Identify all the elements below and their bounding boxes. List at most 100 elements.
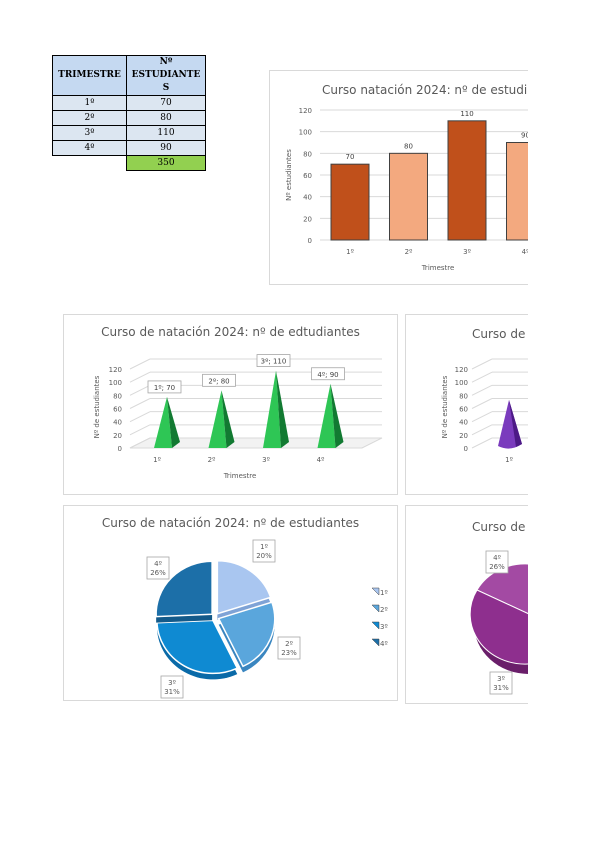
data-label: 70 — [346, 153, 355, 161]
x-axis-label: Trimestre — [421, 264, 455, 272]
data-label-category: 4º — [493, 554, 501, 562]
y-tick-label: 80 — [459, 392, 468, 400]
table-row: 2º 80 — [52, 110, 206, 126]
data-label-percent: 26% — [489, 563, 505, 571]
students-table: TRIMESTRE Nº ESTUDIANTE S 1º 70 2º 80 3º… — [52, 55, 206, 171]
data-label: 1º; 70 — [154, 384, 175, 392]
legend-marker — [371, 604, 380, 613]
gridline — [129, 424, 151, 436]
header-estudiantes-line1: Nº — [159, 57, 173, 67]
y-tick-label: 20 — [113, 432, 122, 440]
data-label-percent: 23% — [281, 649, 297, 657]
y-tick-label: 20 — [303, 215, 312, 223]
gridline — [471, 411, 493, 423]
sheet-viewport: Curso natación 2024: nº de estudiant 0 20… — [63, 70, 528, 704]
pie-slice — [217, 601, 276, 668]
chart-bar-2d[interactable]: Curso natación 2024: nº de estudiant 0 20… — [269, 70, 528, 285]
table-row: 3º 110 — [52, 125, 206, 141]
y-tick-label: 60 — [113, 406, 122, 414]
chart-pie-3d[interactable]: Curso de natación 2024: nº de estudiante… — [63, 505, 398, 701]
legend-label: 2º — [380, 606, 388, 614]
gridline — [129, 398, 151, 409]
chart-bar-cone[interactable]: Curso de n 0 20 40 60 80 100 120 1º Nº de estudi… — [405, 314, 528, 495]
bar — [506, 142, 528, 241]
pyramid — [167, 396, 180, 448]
cell-trimestre[interactable]: 2º — [52, 110, 127, 126]
y-tick-label: 60 — [459, 406, 468, 414]
x-tick-label: 3º — [463, 248, 471, 256]
data-label-percent: 31% — [493, 684, 509, 692]
chart-title: Curso natación 2024: nº de estudiant — [322, 83, 528, 97]
x-tick-label: 1º — [153, 456, 161, 464]
data-label: 4º; 90 — [317, 371, 338, 379]
y-tick-label: 80 — [303, 150, 312, 158]
chart-bar-pyramid[interactable]: Curso de natación 2024: nº de edtudiante… — [63, 314, 398, 495]
data-label-box — [252, 539, 276, 563]
data-label-category: 3º — [497, 675, 505, 683]
gridline — [471, 358, 493, 370]
legend-marker — [371, 638, 380, 647]
header-estudiantes-line3: S — [162, 83, 170, 93]
data-label-box — [256, 354, 291, 367]
data-label: 2º; 80 — [208, 377, 229, 385]
cell-trimestre[interactable]: 3º — [52, 125, 127, 141]
x-tick-label: 4º — [317, 456, 325, 464]
data-label: 80 — [404, 142, 413, 150]
data-label-percent: 31% — [164, 688, 180, 696]
data-label-box — [146, 556, 170, 580]
cell-estudiantes[interactable]: 110 — [126, 125, 206, 141]
chart-title: Curso de natación 2024: nº de estudiante… — [101, 516, 360, 530]
header-trimestre[interactable]: TRIMESTRE — [52, 55, 127, 96]
pyramid-chart-svg: 0 20 40 60 80 100 120 1º; 70 1º 2º; 80 2º 3º; 110 3º… — [93, 354, 383, 480]
legend-label: 3º — [380, 623, 388, 631]
cell-total[interactable]: 350 — [126, 155, 206, 171]
y-tick-label: 80 — [113, 392, 122, 400]
x-tick-label: 1º — [346, 248, 354, 256]
y-tick-label: 20 — [459, 432, 468, 440]
data-label: 110 — [460, 110, 473, 118]
data-label-category: 3º — [168, 679, 176, 687]
data-label-category: 2º — [285, 640, 293, 648]
table-row: 4º 90 — [52, 140, 206, 156]
data-label-box — [202, 373, 236, 387]
cell-estudiantes[interactable]: 70 — [126, 95, 206, 111]
pie-slice — [156, 619, 239, 675]
data-label-box — [485, 550, 509, 574]
y-axis-label: Nº estudiantes — [285, 149, 293, 201]
data-label-box — [147, 380, 182, 394]
table-row: 350 — [53, 155, 206, 171]
pyramid — [330, 383, 344, 448]
data-label-category: 1º — [260, 543, 268, 551]
legend-label: 1º — [380, 589, 388, 597]
x-tick-label: 4º — [522, 248, 528, 256]
data-label-box — [277, 636, 301, 660]
data-label-category: 4º — [154, 560, 162, 568]
bar-chart-svg: 0 20 40 60 80 100 120 70 1º 80 2º 110 3º 90 4º Trimestr… — [285, 107, 528, 272]
pyramid — [208, 390, 227, 448]
cell-trimestre[interactable]: 4º — [52, 140, 127, 156]
chart-title: Curso de n — [472, 327, 528, 341]
data-label-box — [311, 367, 345, 381]
legend-marker — [371, 587, 380, 596]
y-axis-label: Nº de estudiantes — [441, 375, 449, 438]
header-estudiantes[interactable]: Nº ESTUDIANTE S — [126, 55, 206, 96]
pyramid — [276, 370, 289, 448]
cone-chart-svg: 0 20 40 60 80 100 120 1º Nº de estudiantes — [441, 358, 528, 464]
pie-slice — [216, 560, 272, 615]
data-label-percent: 26% — [150, 569, 166, 577]
chart-title: Curso de natación 2024: nº de edtudiante… — [101, 325, 360, 339]
gridline — [471, 371, 493, 383]
pyramid — [221, 390, 235, 448]
y-tick-label: 120 — [455, 366, 468, 374]
x-tick-label: 2º — [405, 248, 413, 256]
header-estudiantes-line2: ESTUDIANTE — [131, 70, 201, 80]
legend-label: 4º — [380, 640, 388, 648]
data-label-box — [489, 671, 513, 695]
gridline — [129, 411, 151, 423]
data-label: 3º; 110 — [261, 358, 287, 366]
table-row: 1º 70 — [52, 95, 206, 111]
pie-slice — [469, 589, 528, 665]
y-tick-label: 100 — [455, 379, 468, 387]
